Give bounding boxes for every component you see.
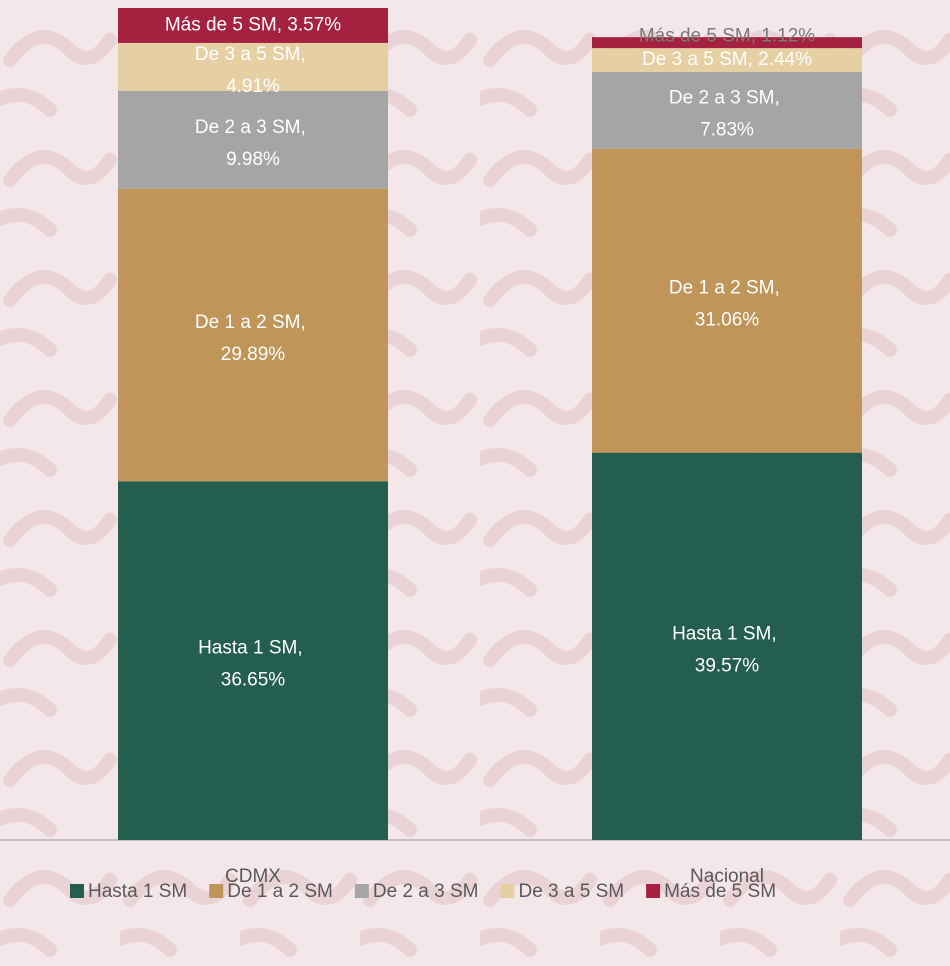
data-label: De 2 a 3 SM, 7.83%: [669, 87, 785, 140]
data-label: De 2 a 3 SM, 9.98%: [195, 117, 311, 170]
data-label: De 3 a 5 SM, 2.44%: [642, 49, 812, 70]
legend-swatch: [209, 884, 224, 898]
data-label: Más de 5 SM, 1.12%: [639, 26, 815, 47]
legend-label: Hasta 1 SM: [88, 881, 187, 902]
legend-label: De 3 a 5 SM: [518, 881, 624, 902]
bar-segment: [118, 42, 388, 92]
legend-swatch: [354, 884, 369, 898]
bar-segment: [118, 188, 388, 482]
data-label: De 1 a 2 SM, 31.06%: [669, 278, 785, 331]
bar-segment: [118, 8, 388, 43]
bar-segment: [592, 48, 862, 73]
data-label: De 3 a 5 SM, 4.91%: [195, 44, 311, 97]
bar-segment: [592, 72, 862, 149]
bar-segment: [118, 481, 388, 840]
bar-segment: [592, 148, 862, 453]
data-label: Hasta 1 SM, 36.65%: [198, 638, 308, 691]
x-tick-label: Nacional: [690, 866, 764, 887]
bar-segment: [118, 91, 388, 189]
legend-label: De 1 a 2 SM: [227, 881, 333, 902]
legend-swatch: [500, 884, 515, 898]
x-tick-label: CDMX: [225, 866, 281, 887]
legend-swatch: [70, 884, 84, 898]
data-label: Hasta 1 SM, 39.57%: [672, 623, 782, 676]
legend-label: De 2 a 3 SM: [373, 881, 479, 902]
bar-segment: [592, 37, 862, 49]
data-label: De 1 a 2 SM, 29.89%: [195, 312, 311, 365]
data-label: Más de 5 SM, 3.57%: [165, 14, 341, 35]
legend-swatch: [646, 884, 661, 898]
bar-segment: [592, 452, 862, 840]
legend-label: Más de 5 SM: [664, 881, 776, 902]
